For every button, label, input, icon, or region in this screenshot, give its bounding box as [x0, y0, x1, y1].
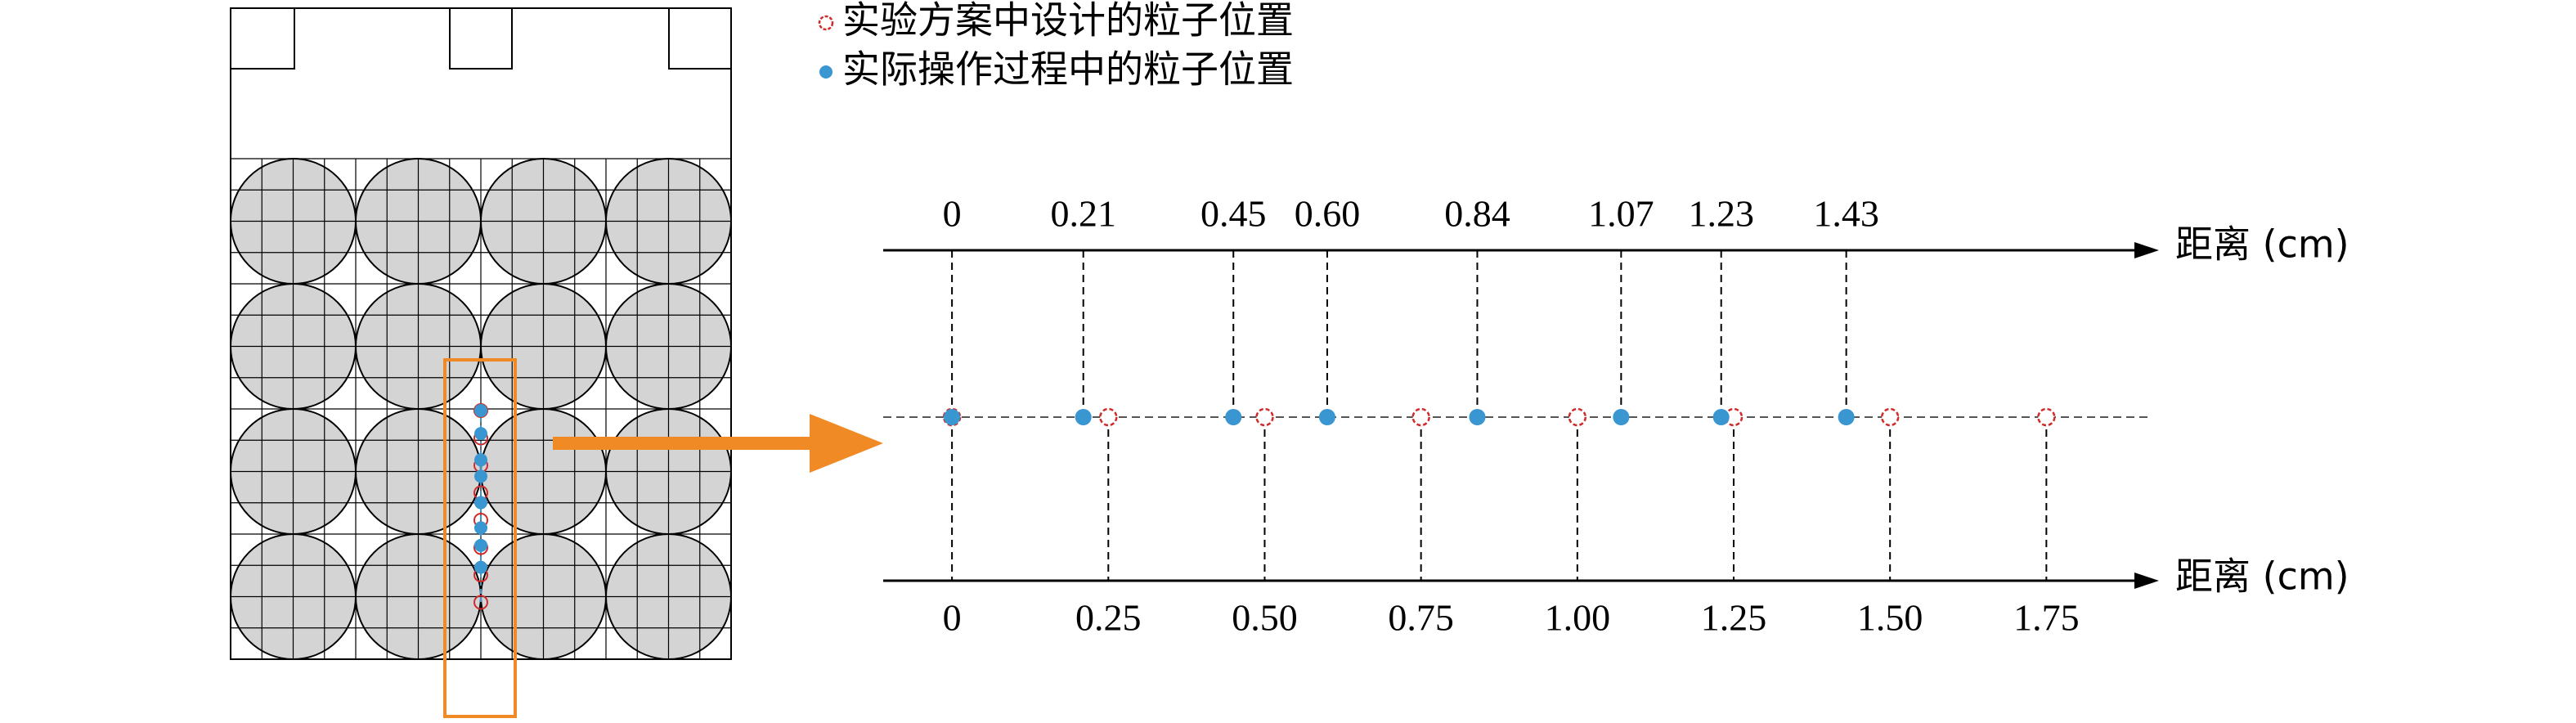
particle-bed	[230, 7, 732, 660]
actual-particle	[1838, 409, 1855, 425]
legend-label: 实验方案中设计的粒子位置	[842, 0, 1294, 43]
inlet	[449, 7, 513, 70]
bottom-tick-label: 0.50	[1232, 597, 1298, 639]
top-tick-label: 0.84	[1444, 193, 1510, 235]
design-particle	[1568, 407, 1587, 427]
design-particle	[1411, 407, 1430, 427]
top-tick-label: 0	[943, 193, 962, 235]
top-tick-label: 0.60	[1295, 193, 1361, 235]
axis-label: 距离 (cm)	[2175, 555, 2349, 599]
top-tick-label: 0.21	[1050, 193, 1116, 235]
bed-actual-particle	[474, 427, 487, 441]
top-tick-label: 1.23	[1688, 193, 1754, 235]
bed-design-particle	[473, 595, 488, 610]
bottom-tick-label: 0.25	[1075, 597, 1142, 639]
legend-marker	[819, 65, 832, 79]
bed-actual-particle	[474, 453, 487, 467]
inlet	[230, 7, 295, 70]
bed-actual-particle	[474, 538, 487, 552]
axis-arrow	[2134, 242, 2159, 258]
bed-actual-particle	[474, 404, 487, 417]
highlight-box	[443, 358, 517, 718]
inlet	[668, 7, 732, 70]
top-tick-label: 1.43	[1813, 193, 1879, 235]
design-particle	[1099, 407, 1118, 427]
design-particle	[1880, 407, 1900, 427]
design-particle	[2037, 407, 2056, 427]
actual-particle	[1075, 409, 1092, 425]
bottom-tick-label: 1.50	[1857, 597, 1923, 639]
top-tick-label: 1.07	[1588, 193, 1654, 235]
bed-actual-particle	[474, 469, 487, 483]
bed-actual-particle	[474, 521, 487, 535]
actual-particle	[1318, 409, 1335, 425]
design-particle	[1724, 407, 1744, 427]
axis-label: 距离 (cm)	[2175, 222, 2349, 267]
actual-particle	[1469, 409, 1486, 425]
top-tick-label: 0.45	[1200, 193, 1267, 235]
bottom-tick-label: 1.75	[2013, 597, 2080, 639]
legend-label: 实际操作过程中的粒子位置	[842, 47, 1294, 92]
bottom-tick-label: 0.75	[1388, 597, 1454, 639]
bottom-tick-label: 1.25	[1701, 597, 1767, 639]
legend-marker	[818, 15, 834, 31]
actual-particle	[1712, 409, 1730, 425]
design-particle	[1255, 407, 1274, 427]
arrow-head	[810, 414, 883, 473]
actual-particle	[1613, 409, 1630, 425]
axis-arrow	[2134, 573, 2159, 589]
bottom-tick-label: 1.00	[1545, 597, 1611, 639]
bed-actual-particle	[474, 560, 487, 574]
actual-particle	[944, 409, 961, 425]
bottom-tick-label: 0	[943, 597, 962, 639]
actual-particle	[1225, 409, 1242, 425]
bed-actual-particle	[474, 496, 487, 510]
